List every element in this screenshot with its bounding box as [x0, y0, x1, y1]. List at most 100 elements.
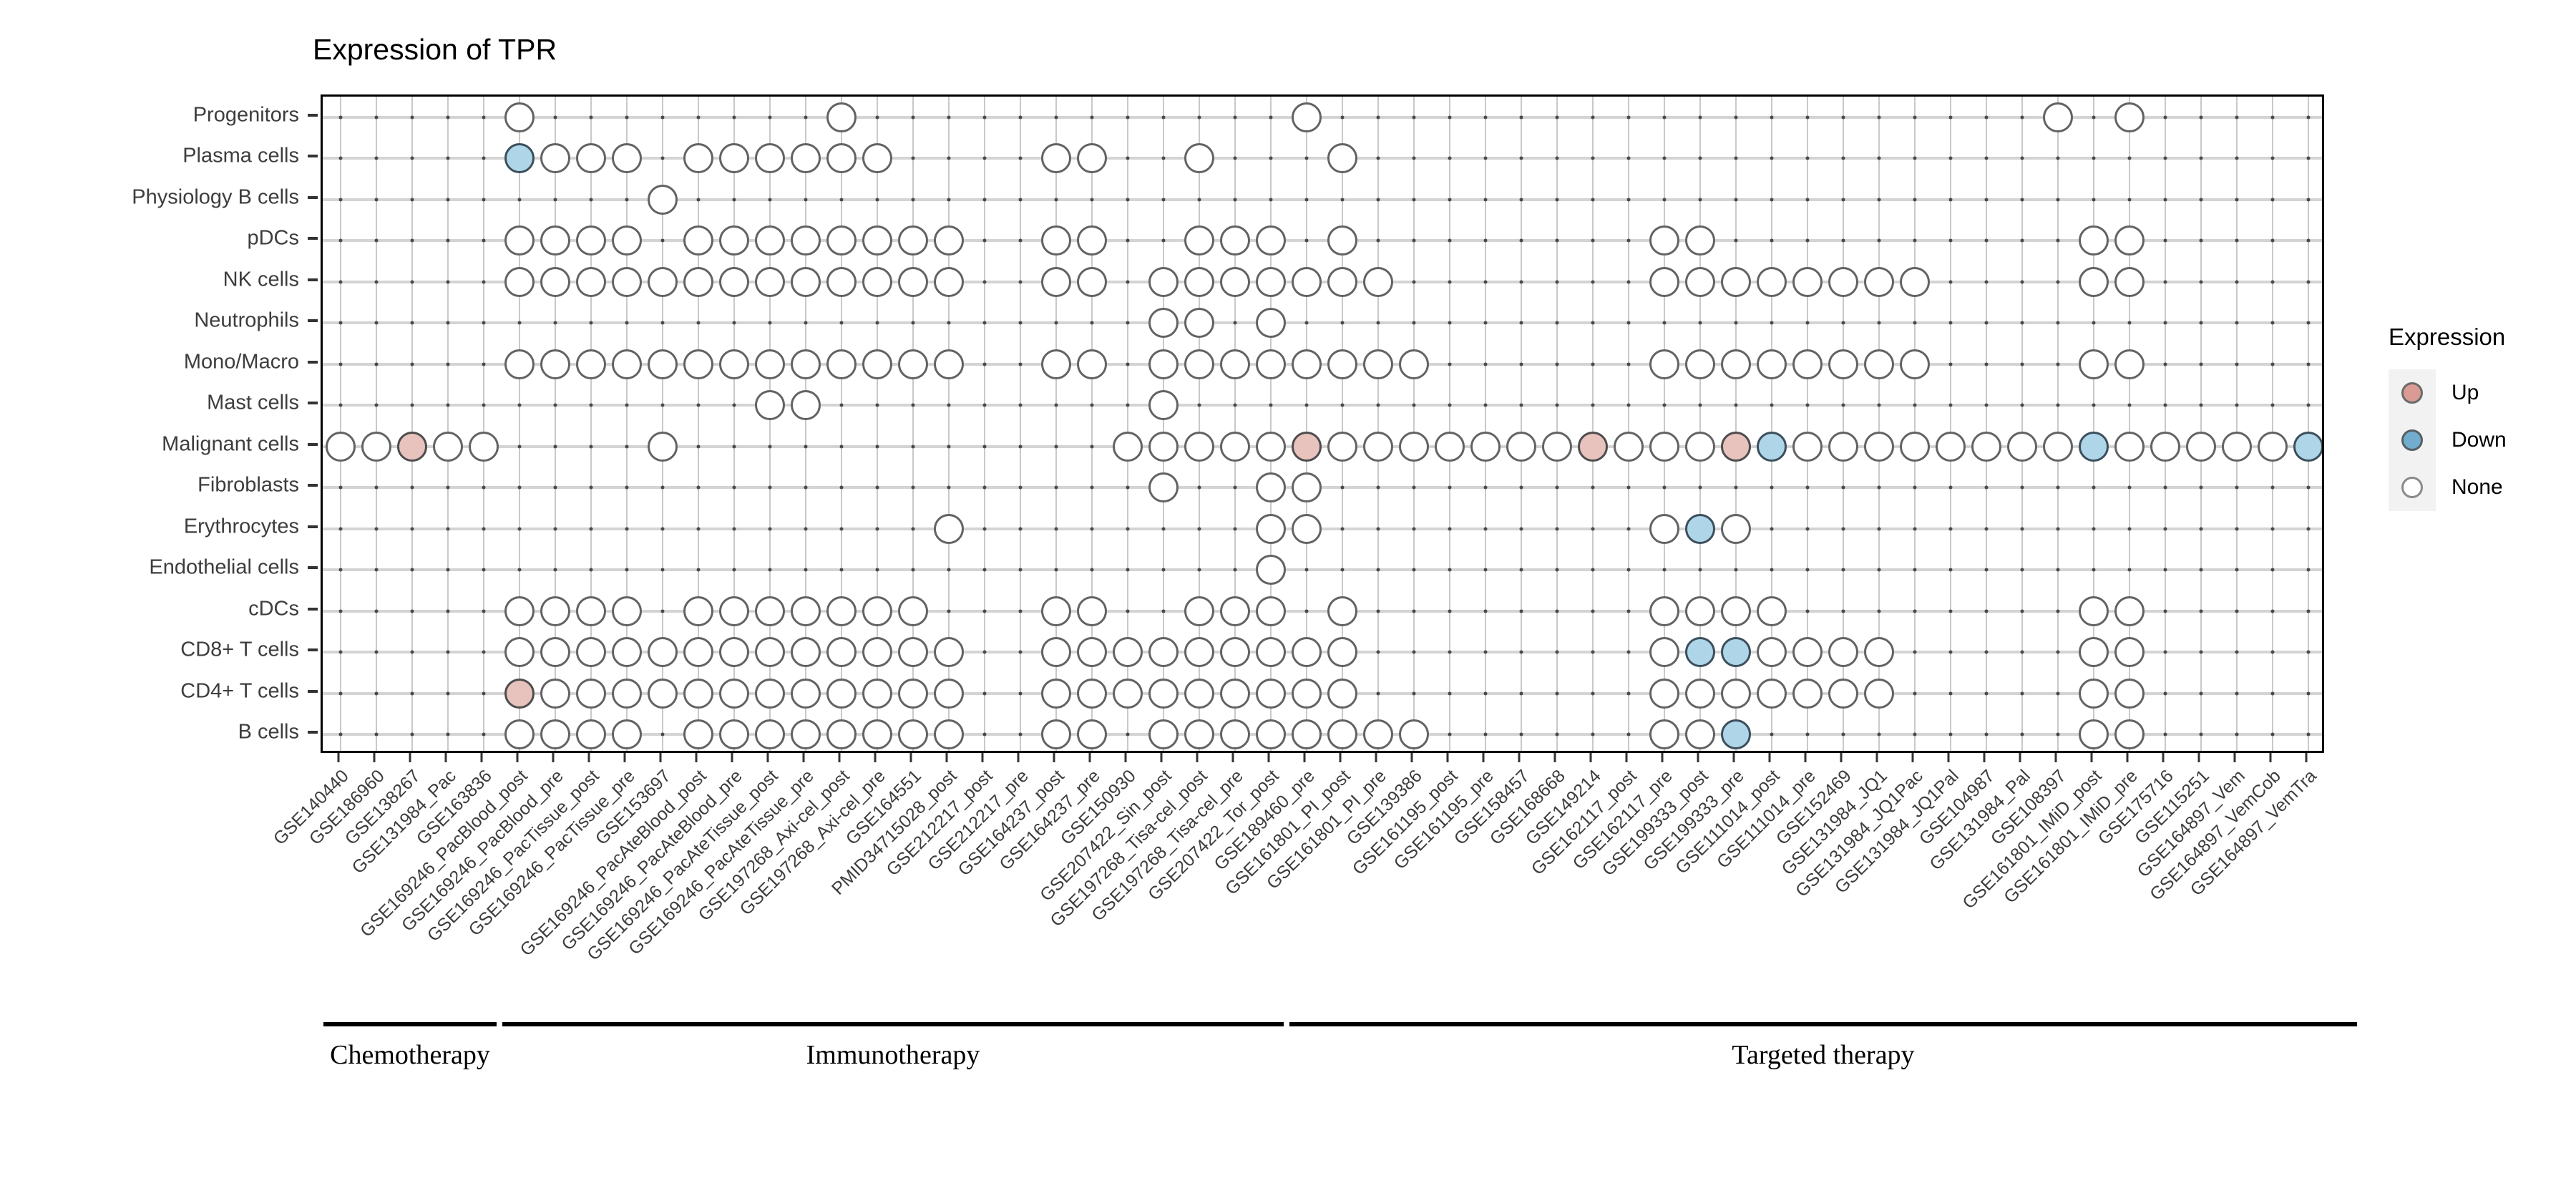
expression-point[interactable]: [1148, 308, 1179, 339]
expression-point[interactable]: [540, 596, 570, 626]
expression-point[interactable]: [1184, 431, 1214, 462]
expression-point[interactable]: [1256, 266, 1286, 297]
expression-point[interactable]: [862, 225, 892, 256]
expression-point[interactable]: [826, 102, 857, 132]
expression-point[interactable]: [1292, 513, 1322, 544]
expression-point[interactable]: [1327, 596, 1357, 626]
expression-point[interactable]: [826, 596, 857, 626]
expression-point[interactable]: [1649, 637, 1679, 668]
expression-point[interactable]: [612, 266, 642, 297]
expression-point[interactable]: [576, 143, 606, 174]
expression-point[interactable]: [1792, 431, 1823, 462]
expression-point[interactable]: [755, 349, 785, 379]
expression-point[interactable]: [1649, 678, 1679, 709]
expression-point[interactable]: [2043, 431, 2073, 462]
expression-point[interactable]: [1041, 143, 1071, 174]
expression-point[interactable]: [898, 678, 928, 709]
expression-point[interactable]: [1757, 596, 1787, 626]
expression-point[interactable]: [2079, 431, 2109, 462]
expression-point[interactable]: [1900, 431, 1930, 462]
expression-point[interactable]: [1685, 349, 1715, 379]
expression-point[interactable]: [934, 678, 964, 709]
expression-point[interactable]: [934, 225, 964, 256]
expression-point[interactable]: [826, 143, 857, 174]
expression-point[interactable]: [1184, 678, 1214, 709]
expression-point[interactable]: [1327, 678, 1357, 709]
expression-point[interactable]: [1399, 349, 1429, 379]
expression-point[interactable]: [1721, 431, 1751, 462]
expression-point[interactable]: [898, 349, 928, 379]
expression-point[interactable]: [862, 143, 892, 174]
expression-point[interactable]: [1685, 637, 1715, 668]
expression-point[interactable]: [1292, 637, 1322, 668]
expression-point[interactable]: [504, 596, 535, 626]
expression-point[interactable]: [683, 266, 713, 297]
expression-point[interactable]: [1327, 431, 1357, 462]
expression-point[interactable]: [719, 266, 749, 297]
expression-point[interactable]: [1685, 431, 1715, 462]
expression-point[interactable]: [934, 266, 964, 297]
expression-point[interactable]: [1864, 266, 1894, 297]
expression-point[interactable]: [1256, 472, 1286, 503]
expression-point[interactable]: [1757, 349, 1787, 379]
expression-point[interactable]: [2114, 266, 2145, 297]
expression-point[interactable]: [1685, 513, 1715, 544]
expression-point[interactable]: [1649, 596, 1679, 626]
expression-point[interactable]: [2114, 637, 2145, 668]
expression-point[interactable]: [1828, 266, 1858, 297]
expression-point[interactable]: [1721, 637, 1751, 668]
expression-point[interactable]: [1148, 472, 1179, 503]
expression-point[interactable]: [2293, 431, 2322, 462]
expression-point[interactable]: [2007, 431, 2037, 462]
expression-point[interactable]: [719, 596, 749, 626]
expression-point[interactable]: [1864, 637, 1894, 668]
expression-point[interactable]: [612, 678, 642, 709]
expression-point[interactable]: [2079, 349, 2109, 379]
expression-point[interactable]: [1292, 472, 1322, 503]
expression-point[interactable]: [612, 349, 642, 379]
expression-point[interactable]: [1757, 266, 1787, 297]
expression-point[interactable]: [1721, 266, 1751, 297]
expression-point[interactable]: [1542, 431, 1572, 462]
expression-point[interactable]: [1757, 431, 1787, 462]
expression-point[interactable]: [1649, 431, 1679, 462]
expression-point[interactable]: [504, 225, 535, 256]
expression-point[interactable]: [1327, 349, 1357, 379]
expression-point[interactable]: [576, 678, 606, 709]
expression-point[interactable]: [755, 143, 785, 174]
expression-point[interactable]: [1721, 349, 1751, 379]
expression-point[interactable]: [397, 431, 427, 462]
expression-point[interactable]: [1220, 225, 1250, 256]
expression-point[interactable]: [755, 637, 785, 668]
expression-point[interactable]: [791, 349, 821, 379]
expression-point[interactable]: [1470, 431, 1501, 462]
expression-point[interactable]: [683, 637, 713, 668]
expression-point[interactable]: [1327, 266, 1357, 297]
expression-point[interactable]: [826, 225, 857, 256]
expression-point[interactable]: [1327, 637, 1357, 668]
expression-point[interactable]: [1685, 678, 1715, 709]
expression-point[interactable]: [1864, 349, 1894, 379]
expression-point[interactable]: [1292, 349, 1322, 379]
expression-point[interactable]: [1256, 637, 1286, 668]
expression-point[interactable]: [576, 596, 606, 626]
expression-point[interactable]: [504, 102, 535, 132]
expression-point[interactable]: [1828, 431, 1858, 462]
expression-point[interactable]: [1041, 266, 1071, 297]
expression-point[interactable]: [1256, 308, 1286, 339]
expression-point[interactable]: [2079, 266, 2109, 297]
expression-point[interactable]: [826, 349, 857, 379]
expression-point[interactable]: [1649, 513, 1679, 544]
expression-point[interactable]: [791, 596, 821, 626]
expression-point[interactable]: [898, 225, 928, 256]
expression-point[interactable]: [648, 349, 678, 379]
expression-point[interactable]: [683, 349, 713, 379]
expression-point[interactable]: [2079, 225, 2109, 256]
expression-point[interactable]: [1220, 266, 1250, 297]
expression-point[interactable]: [648, 637, 678, 668]
expression-point[interactable]: [612, 143, 642, 174]
expression-point[interactable]: [1041, 637, 1071, 668]
expression-point[interactable]: [755, 678, 785, 709]
expression-point[interactable]: [1077, 596, 1107, 626]
expression-point[interactable]: [1148, 266, 1179, 297]
